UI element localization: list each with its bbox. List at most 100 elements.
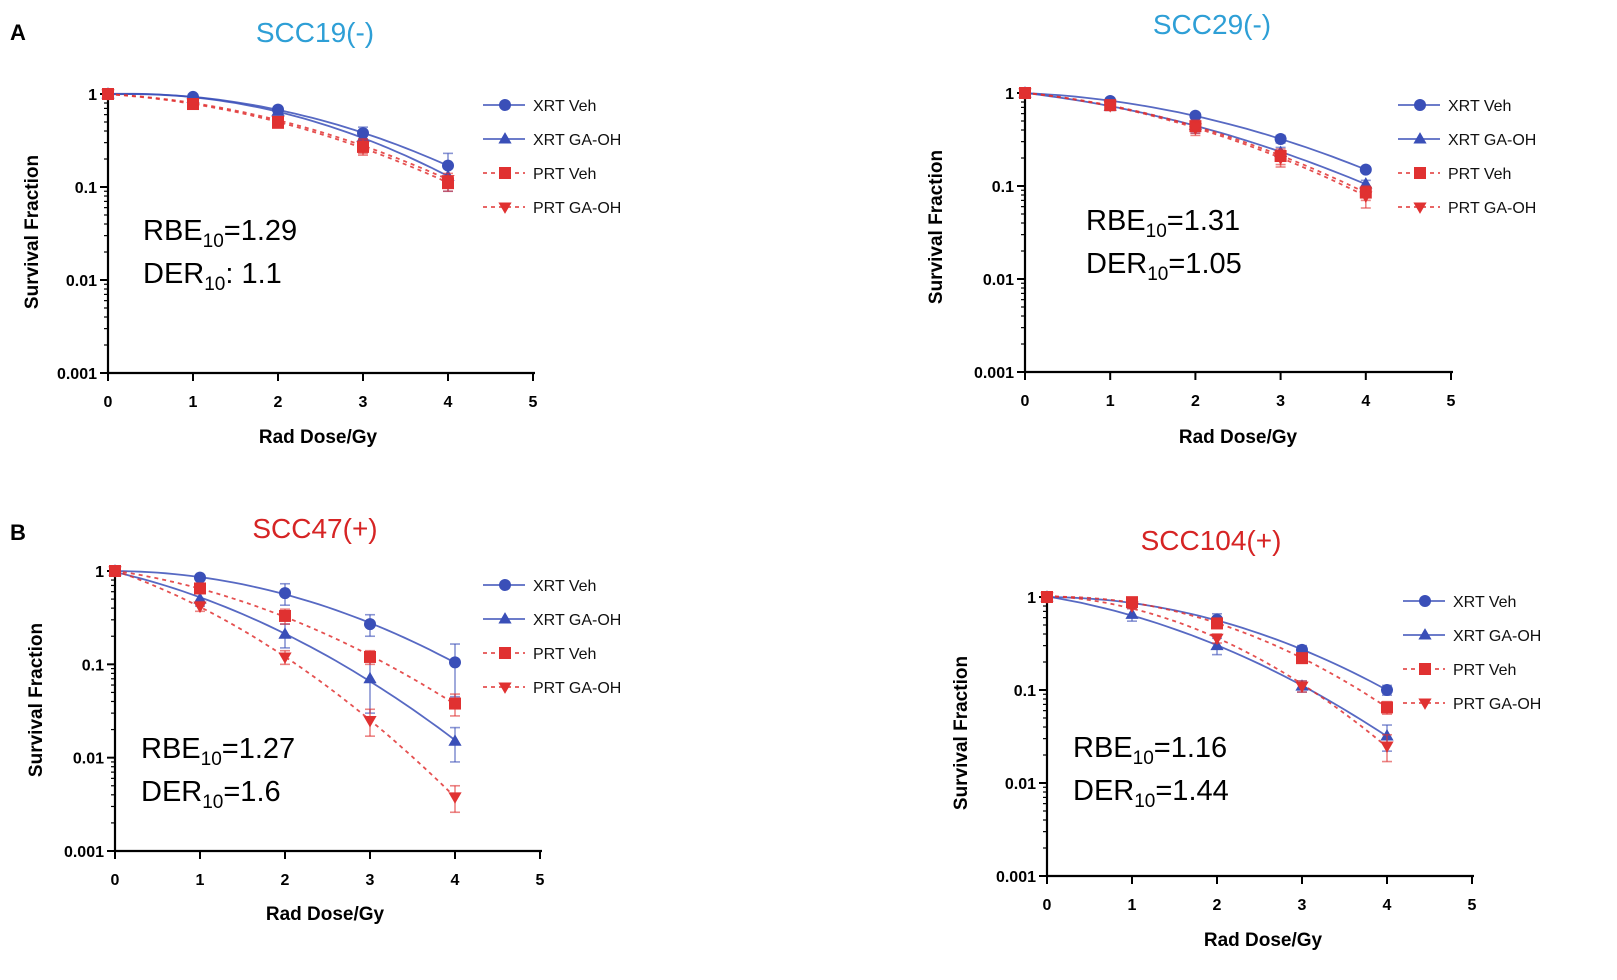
der-label: DER — [141, 776, 202, 808]
y-tick-label: 0.1 — [75, 180, 97, 197]
x-tick-label: 4 — [444, 394, 453, 411]
legend-marker — [1419, 663, 1431, 675]
data-point — [441, 175, 455, 187]
x-tick-label: 3 — [366, 872, 375, 889]
data-point — [186, 98, 200, 110]
der-label: DER — [1073, 775, 1134, 807]
der-subscript: 10 — [202, 792, 223, 813]
data-point — [1296, 652, 1308, 665]
data-point — [356, 140, 370, 153]
data-point — [364, 650, 376, 663]
der-annotation: DER10: 1.1 — [143, 258, 282, 295]
data-point — [448, 792, 462, 804]
x-tick-label: 3 — [1298, 897, 1307, 914]
legend-label: XRT GA-OH — [533, 612, 621, 629]
series-prt-veh — [102, 88, 454, 193]
x-tick-label: 1 — [189, 394, 198, 411]
legend-label: PRT GA-OH — [533, 200, 621, 217]
y-axis-label: Survival Fraction — [26, 623, 47, 777]
series-prt-veh — [1019, 87, 1372, 202]
panel-label-b: B — [10, 520, 26, 545]
data-point — [279, 609, 291, 622]
data-point — [278, 652, 292, 664]
data-point — [1274, 133, 1287, 146]
chart-1: SCC19(-) 0 1 2 3 4 5 0.001 0.01 0.1 1 Rad Dose/Gy Su… — [22, 17, 621, 448]
x-tick-label: 5 — [536, 872, 545, 889]
y-tick-label: 0.01 — [1005, 776, 1036, 793]
y-axis-label: Survival Fraction — [951, 656, 972, 810]
data-point — [1040, 592, 1054, 604]
der-annotation: DER10=1.6 — [141, 776, 281, 813]
x-tick-label: 2 — [274, 394, 283, 411]
rbe-value: =1.16 — [1154, 732, 1227, 764]
x-tick-label: 5 — [1468, 897, 1477, 914]
rbe-annotation: RBE10=1.27 — [141, 733, 295, 770]
y-tick-label: 0.01 — [73, 751, 104, 768]
y-tick-label: 0.001 — [974, 365, 1014, 382]
series-prt-ga-oh — [108, 566, 462, 814]
y-tick-label: 1 — [88, 87, 97, 104]
y-axis-label: Survival Fraction — [22, 155, 43, 309]
rbe-value: =1.29 — [224, 215, 297, 247]
rbe-annotation: RBE10=1.31 — [1086, 205, 1240, 242]
y-tick-label: 1 — [1005, 86, 1014, 103]
series-prt-ga-oh — [101, 89, 455, 188]
data-point — [1103, 101, 1117, 113]
data-point — [194, 571, 206, 584]
data-point — [1125, 601, 1139, 613]
der-annotation: DER10=1.05 — [1086, 248, 1242, 285]
der-value: =1.05 — [1168, 248, 1241, 280]
legend-label: PRT GA-OH — [1448, 200, 1536, 217]
data-point — [278, 627, 292, 639]
x-tick-label: 2 — [1213, 897, 1222, 914]
y-tick-label: 1 — [1027, 590, 1036, 607]
legend-marker — [499, 579, 511, 591]
fit-curve — [1024, 92, 1367, 186]
data-point — [448, 734, 462, 746]
x-tick-label: 0 — [1021, 393, 1030, 410]
legend-label: XRT Veh — [1453, 594, 1516, 611]
rbe-label: RBE — [1086, 205, 1146, 237]
fit-curve — [1024, 91, 1367, 194]
rbe-annotation: RBE10=1.29 — [143, 215, 297, 252]
data-point — [194, 582, 206, 595]
rbe-label: RBE — [143, 215, 203, 247]
data-point — [364, 618, 376, 631]
der-subscript: 10 — [204, 274, 225, 295]
data-point — [108, 566, 122, 578]
legend-label: XRT Veh — [533, 98, 596, 115]
legend: XRT Veh XRT GA-OH PRT Veh PRT GA-OH — [1403, 594, 1541, 713]
data-point — [1380, 741, 1394, 753]
der-subscript: 10 — [1134, 791, 1155, 812]
legend-label: XRT GA-OH — [533, 132, 621, 149]
legend-label: PRT Veh — [1453, 662, 1516, 679]
legend-marker — [498, 612, 512, 624]
data-point — [279, 587, 291, 600]
x-tick-label: 4 — [1361, 393, 1370, 410]
legend-marker — [499, 167, 511, 179]
x-tick-label: 5 — [1447, 393, 1456, 410]
legend: XRT Veh XRT GA-OH PRT Veh PRT GA-OH — [483, 578, 621, 697]
x-tick-label: 0 — [111, 872, 120, 889]
data-point — [1359, 163, 1372, 176]
legend-label: XRT GA-OH — [1448, 132, 1536, 149]
legend-label: PRT GA-OH — [1453, 696, 1541, 713]
x-tick-label: 0 — [104, 394, 113, 411]
legend-label: XRT GA-OH — [1453, 628, 1541, 645]
panel-label-a: A — [10, 20, 26, 45]
data-point — [271, 115, 285, 128]
x-tick-label: 2 — [281, 872, 290, 889]
series-xrt-ga-oh — [1018, 86, 1373, 189]
der-annotation: DER10=1.44 — [1073, 775, 1229, 812]
der-label: DER — [143, 258, 204, 290]
data-point — [363, 671, 377, 684]
legend-marker — [499, 647, 511, 659]
data-point — [1381, 701, 1393, 714]
data-point — [1359, 191, 1373, 203]
x-tick-label: 1 — [196, 872, 205, 889]
x-tick-label: 3 — [359, 394, 368, 411]
der-value: =1.44 — [1155, 775, 1228, 807]
legend-marker — [499, 99, 511, 111]
data-point — [1188, 123, 1202, 135]
